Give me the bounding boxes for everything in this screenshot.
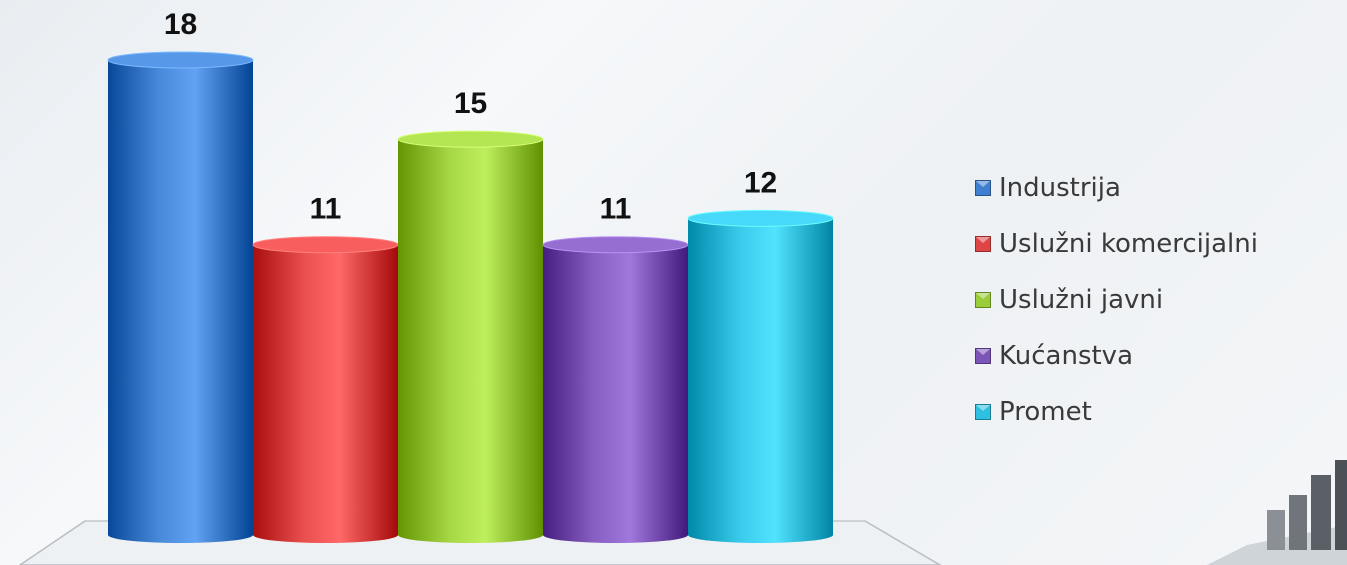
legend-label: Industrija: [999, 173, 1121, 203]
bar-body: [108, 60, 253, 543]
bar-chart: 18 11 15 11 12: [18, 8, 942, 565]
legend-swatch-icon: [975, 236, 991, 252]
legend-item-industrija: Industrija: [975, 160, 1258, 216]
data-label: 11: [600, 193, 632, 226]
bar-top: [397, 130, 544, 148]
bar-top: [252, 236, 399, 254]
data-label: 15: [454, 87, 487, 120]
chart-area: 18 11 15 11 12: [18, 8, 942, 565]
legend-label: Kućanstva: [999, 341, 1133, 371]
legend-item-kucanstva: Kućanstva: [975, 328, 1258, 384]
data-label: 12: [744, 166, 777, 199]
legend-swatch-icon: [975, 348, 991, 364]
legend-label: Promet: [999, 397, 1092, 427]
bar-ku-anstva: [542, 236, 689, 543]
bar-body: [543, 244, 688, 543]
legend: Industrija Uslužni komercijalni Uslužni …: [975, 160, 1258, 440]
legend-swatch-icon: [975, 292, 991, 308]
bar-uslu-ni-javni: [397, 130, 544, 543]
legend-swatch-icon: [975, 404, 991, 420]
bar-uslu-ni-komercijalni: [252, 236, 399, 543]
bar-chart-icon: [1207, 460, 1347, 565]
legend-label: Uslužni komercijalni: [999, 229, 1258, 259]
legend-swatch-icon: [975, 180, 991, 196]
data-label: 11: [310, 193, 342, 226]
bar-industrija: [107, 51, 254, 543]
bar-top: [107, 51, 254, 69]
legend-item-usluzni-komercijalni: Uslužni komercijalni: [975, 216, 1258, 272]
bar-body: [688, 218, 833, 544]
legend-label: Uslužni javni: [999, 285, 1164, 315]
bar-body: [253, 244, 398, 543]
bar-top: [542, 236, 689, 254]
data-label: 18: [164, 8, 197, 41]
bar-body: [398, 139, 543, 543]
legend-item-promet: Promet: [975, 384, 1258, 440]
legend-item-usluzni-javni: Uslužni javni: [975, 272, 1258, 328]
bar-top: [687, 209, 834, 227]
bar-promet: [687, 209, 834, 544]
